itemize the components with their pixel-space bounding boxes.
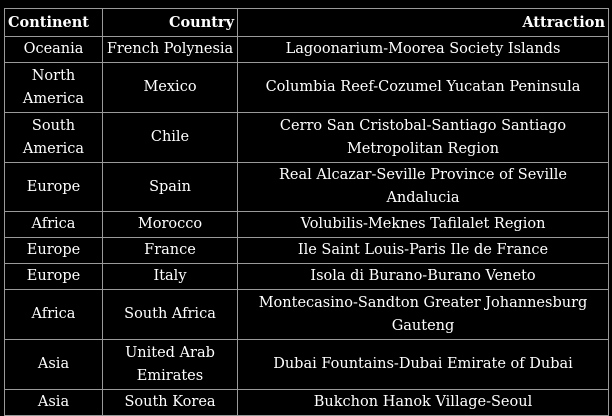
continent-cell: South America — [4, 112, 103, 163]
country-cell: Mexico — [102, 62, 238, 113]
table-row: North America Mexico Columbia Reef-Cozum… — [4, 62, 609, 113]
attraction-cell: Montecasino-Sandton Greater Johannesburg… — [237, 289, 609, 340]
country-cell: Italy — [102, 263, 238, 290]
table-row: Europe France Ile Saint Louis-Paris Ile … — [4, 237, 609, 264]
attraction-cell: Dubai Fountains-Dubai Emirate of Dubai — [237, 339, 609, 390]
attraction-cell: Cerro San Cristobal-Santiago Santiago Me… — [237, 112, 609, 163]
table-row: Asia United Arab Emirates Dubai Fountain… — [4, 339, 609, 390]
table-row: Africa Morocco Volubilis-Meknes Tafilale… — [4, 211, 609, 238]
country-cell: United Arab Emirates — [102, 339, 238, 390]
header-attraction: Attraction — [237, 8, 609, 37]
table-row: Africa South Africa Montecasino-Sandton … — [4, 289, 609, 340]
country-cell: South Africa — [102, 289, 238, 340]
continent-cell: Africa — [4, 289, 103, 340]
attraction-cell: Volubilis-Meknes Tafilalet Region — [237, 211, 609, 238]
country-cell: Chile — [102, 112, 238, 163]
country-cell: French Polynesia — [102, 36, 238, 63]
continent-cell: Asia — [4, 389, 103, 416]
attractions-table-container: Continent Country Attraction Oceania Fre… — [4, 8, 609, 416]
table-row: Asia South Korea Bukchon Hanok Village-S… — [4, 389, 609, 416]
attraction-cell: Isola di Burano-Burano Veneto — [237, 263, 609, 290]
continent-cell: Europe — [4, 162, 103, 212]
continent-cell: Europe — [4, 263, 103, 290]
continent-cell: Oceania — [4, 36, 103, 63]
country-cell: Morocco — [102, 211, 238, 238]
header-continent: Continent — [4, 8, 103, 37]
attraction-cell: Columbia Reef-Cozumel Yucatan Peninsula — [237, 62, 609, 113]
continent-cell: Europe — [4, 237, 103, 264]
attractions-table: Continent Country Attraction Oceania Fre… — [4, 8, 609, 416]
table-row: Oceania French Polynesia Lagoonarium-Moo… — [4, 36, 609, 63]
table-row: Europe Italy Isola di Burano-Burano Vene… — [4, 263, 609, 290]
country-cell: South Korea — [102, 389, 238, 416]
table-row: South America Chile Cerro San Cristobal-… — [4, 112, 609, 163]
attraction-cell: Real Alcazar-Seville Province of Seville… — [237, 162, 609, 212]
continent-cell: Africa — [4, 211, 103, 238]
table-row: Europe Spain Real Alcazar-Seville Provin… — [4, 162, 609, 212]
attraction-cell: Ile Saint Louis-Paris Ile de France — [237, 237, 609, 264]
continent-cell: Asia — [4, 339, 103, 390]
country-cell: France — [102, 237, 238, 264]
country-cell: Spain — [102, 162, 238, 212]
header-row: Continent Country Attraction — [4, 8, 609, 37]
attraction-cell: Bukchon Hanok Village-Seoul — [237, 389, 609, 416]
header-country: Country — [102, 8, 238, 37]
attraction-cell: Lagoonarium-Moorea Society Islands — [237, 36, 609, 63]
continent-cell: North America — [4, 62, 103, 113]
